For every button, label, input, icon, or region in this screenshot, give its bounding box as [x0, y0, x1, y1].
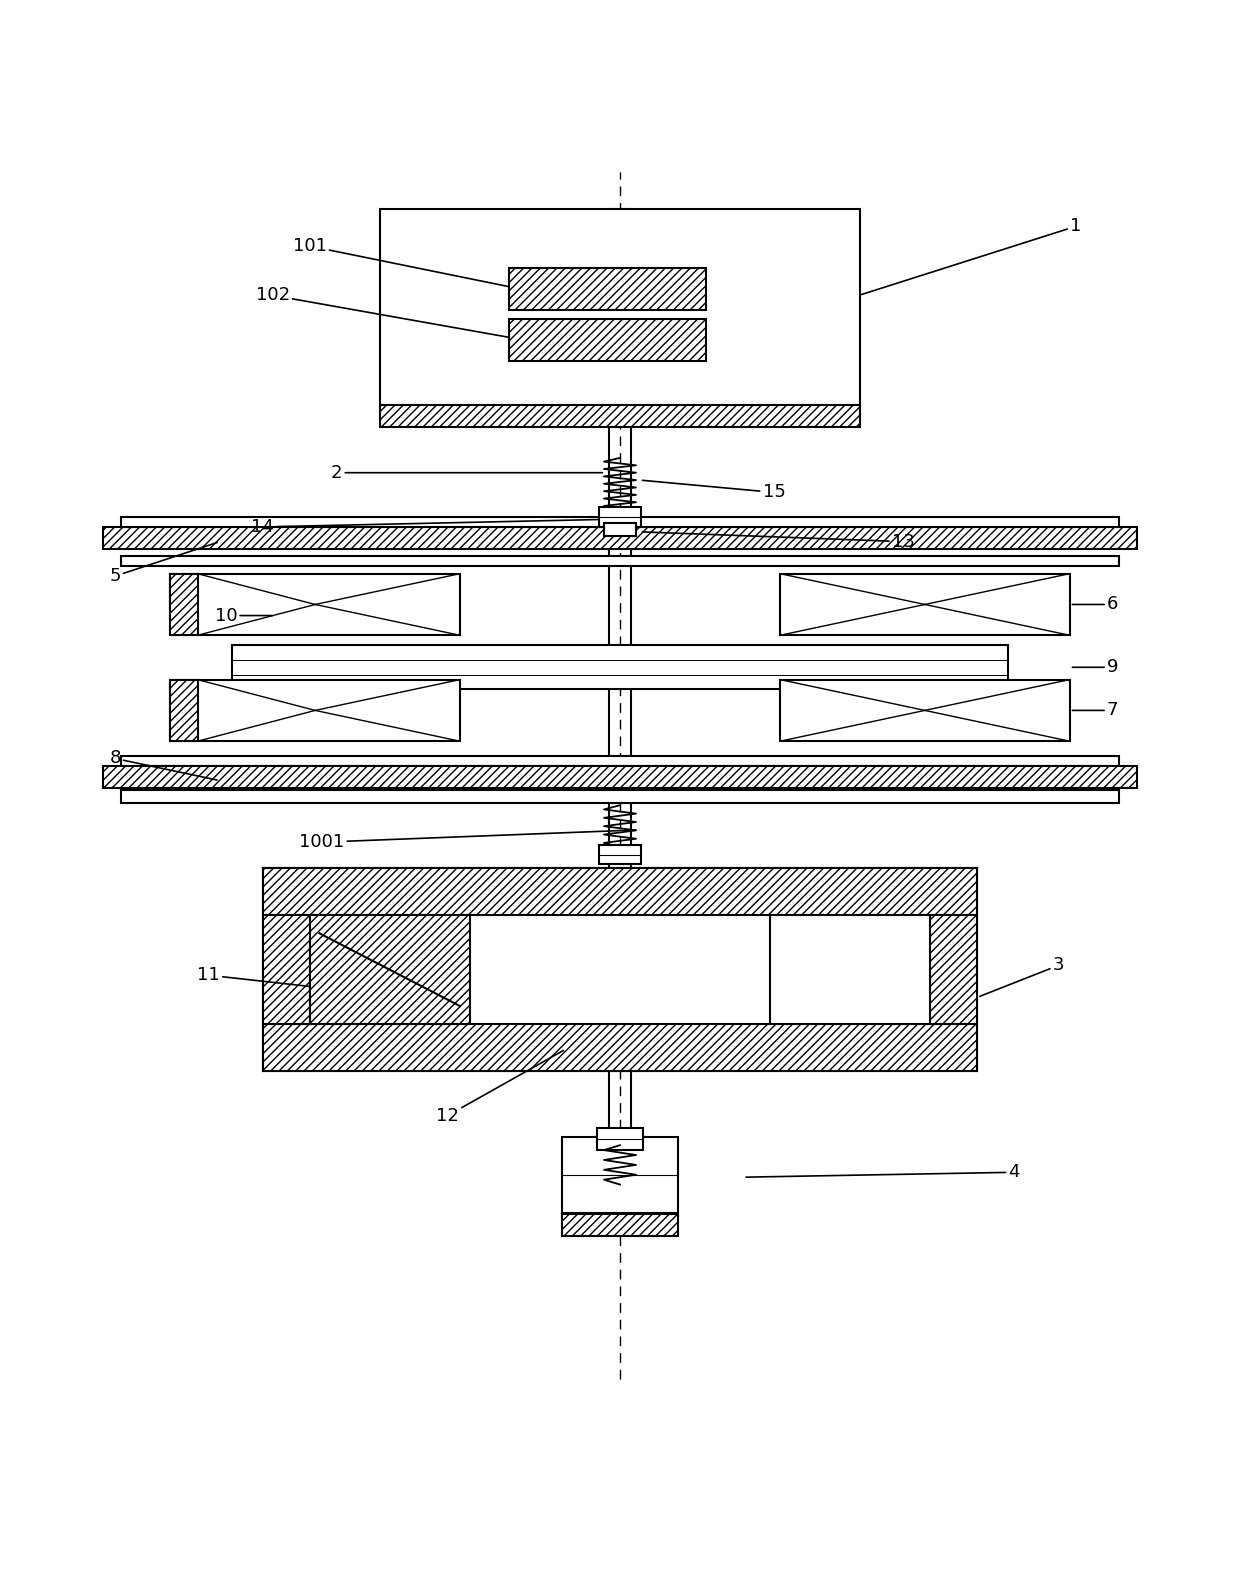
Text: 1: 1: [862, 217, 1081, 295]
Bar: [780, 679, 1070, 741]
Bar: [122, 791, 1118, 802]
Bar: [170, 679, 197, 741]
Text: 7: 7: [1073, 701, 1118, 719]
Text: 2: 2: [331, 463, 603, 482]
Bar: [263, 868, 977, 1072]
Bar: [604, 523, 636, 536]
Text: 8: 8: [109, 750, 217, 780]
Bar: [379, 210, 861, 407]
Bar: [103, 526, 1137, 548]
Bar: [122, 517, 1118, 526]
Text: 9: 9: [1073, 659, 1118, 676]
Text: 3: 3: [980, 957, 1064, 996]
Bar: [263, 868, 977, 914]
Bar: [599, 507, 641, 526]
Bar: [780, 574, 1070, 635]
Text: 15: 15: [642, 481, 785, 501]
Text: 6: 6: [1073, 596, 1118, 613]
Bar: [170, 679, 460, 741]
Bar: [510, 318, 707, 361]
Bar: [562, 1136, 678, 1214]
Bar: [510, 268, 707, 310]
Bar: [930, 914, 977, 1024]
Text: 14: 14: [252, 519, 598, 536]
Text: 13: 13: [642, 533, 915, 550]
Text: 5: 5: [109, 542, 217, 585]
Bar: [122, 756, 1118, 766]
Bar: [170, 574, 460, 635]
Bar: [263, 1024, 977, 1072]
Bar: [103, 766, 1137, 788]
Text: 10: 10: [215, 607, 273, 624]
Bar: [170, 574, 197, 635]
Bar: [263, 914, 310, 1024]
Text: 101: 101: [293, 236, 512, 287]
Bar: [232, 645, 1008, 689]
Bar: [770, 914, 930, 1024]
Text: 11: 11: [197, 966, 316, 987]
Text: 4: 4: [746, 1163, 1019, 1182]
Bar: [599, 845, 641, 864]
Bar: [379, 405, 861, 427]
Text: 1001: 1001: [299, 831, 636, 851]
Bar: [310, 914, 470, 1024]
Bar: [122, 556, 1118, 566]
Bar: [562, 1214, 678, 1236]
Text: 12: 12: [436, 1051, 563, 1125]
Text: 102: 102: [255, 287, 512, 337]
Bar: [596, 1128, 644, 1150]
